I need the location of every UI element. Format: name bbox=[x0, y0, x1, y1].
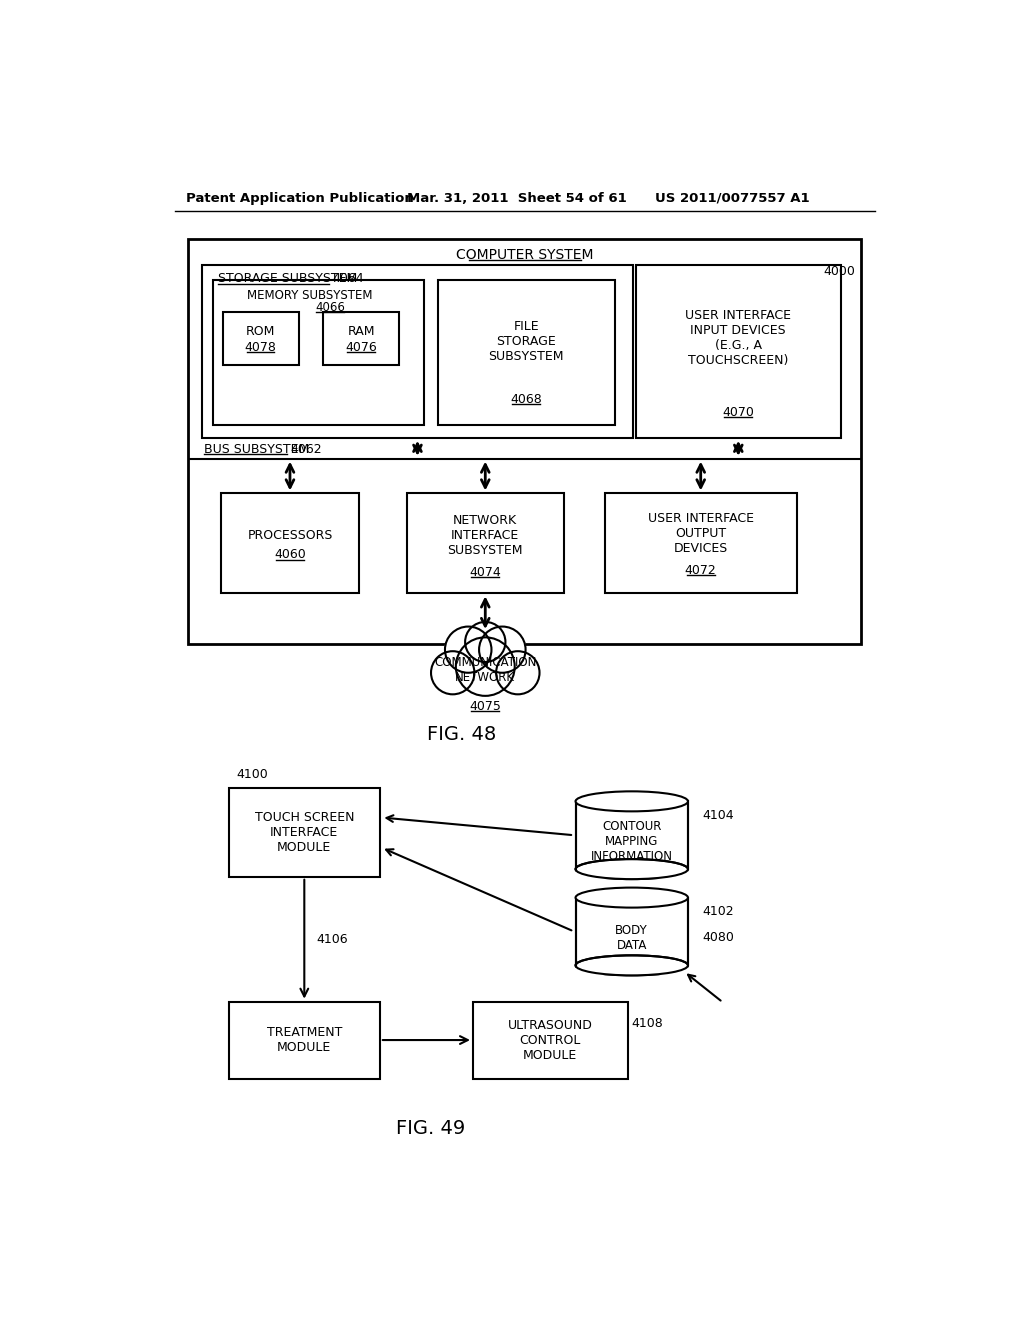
Circle shape bbox=[496, 651, 540, 694]
Circle shape bbox=[465, 622, 506, 663]
Text: Mar. 31, 2011  Sheet 54 of 61: Mar. 31, 2011 Sheet 54 of 61 bbox=[407, 191, 627, 205]
Circle shape bbox=[479, 627, 525, 673]
Bar bbox=[575, 801, 688, 869]
Circle shape bbox=[456, 638, 515, 696]
Text: MEMORY SUBSYSTEM: MEMORY SUBSYSTEM bbox=[247, 289, 372, 302]
Bar bbox=[438, 280, 614, 425]
Text: STORAGE SUBSYSTEM: STORAGE SUBSYSTEM bbox=[218, 272, 357, 285]
Text: ROM: ROM bbox=[246, 325, 275, 338]
Text: 4072: 4072 bbox=[685, 564, 717, 577]
Bar bbox=[203, 264, 633, 438]
Text: PROCESSORS: PROCESSORS bbox=[247, 529, 333, 543]
Text: ULTRASOUND
CONTROL
MODULE: ULTRASOUND CONTROL MODULE bbox=[508, 1019, 593, 1061]
Text: 4070: 4070 bbox=[722, 407, 755, 418]
Bar bbox=[324, 313, 399, 364]
Bar bbox=[213, 280, 424, 425]
Bar bbox=[575, 898, 688, 965]
Ellipse shape bbox=[575, 887, 688, 908]
Text: 4000: 4000 bbox=[823, 265, 855, 279]
Text: RAM: RAM bbox=[347, 325, 375, 338]
Bar bbox=[604, 494, 797, 594]
Bar bbox=[407, 494, 563, 594]
Text: BUS SUBSYSTEM: BUS SUBSYSTEM bbox=[204, 444, 309, 455]
Text: COMMUNICATION
NETWORK: COMMUNICATION NETWORK bbox=[434, 656, 537, 685]
Text: 4078: 4078 bbox=[245, 341, 276, 354]
Text: 4104: 4104 bbox=[701, 809, 733, 822]
Bar bbox=[188, 239, 861, 644]
Text: USER INTERFACE
INPUT DEVICES
(E.G., A
TOUCHSCREEN): USER INTERFACE INPUT DEVICES (E.G., A TO… bbox=[685, 309, 792, 367]
Text: 4064: 4064 bbox=[333, 272, 365, 285]
Bar bbox=[575, 965, 688, 975]
Text: 4074: 4074 bbox=[469, 566, 501, 579]
Bar bbox=[575, 869, 688, 879]
Circle shape bbox=[445, 627, 492, 673]
Text: 4060: 4060 bbox=[274, 548, 306, 561]
Circle shape bbox=[431, 651, 474, 694]
Text: FIG. 48: FIG. 48 bbox=[427, 725, 496, 744]
Text: NETWORK
INTERFACE
SUBSYSTEM: NETWORK INTERFACE SUBSYSTEM bbox=[447, 515, 523, 557]
Text: 4076: 4076 bbox=[345, 341, 377, 354]
Bar bbox=[636, 264, 841, 438]
Text: 4080: 4080 bbox=[701, 931, 734, 944]
Ellipse shape bbox=[575, 859, 688, 879]
Text: US 2011/0077557 A1: US 2011/0077557 A1 bbox=[655, 191, 810, 205]
Text: FIG. 49: FIG. 49 bbox=[395, 1119, 465, 1138]
Text: 4102: 4102 bbox=[701, 906, 733, 917]
Text: TOUCH SCREEN
INTERFACE
MODULE: TOUCH SCREEN INTERFACE MODULE bbox=[255, 810, 354, 854]
Text: Patent Application Publication: Patent Application Publication bbox=[186, 191, 414, 205]
Bar bbox=[222, 313, 299, 364]
Ellipse shape bbox=[575, 956, 688, 975]
Text: 4108: 4108 bbox=[632, 1016, 664, 1030]
Bar bbox=[221, 494, 359, 594]
Text: CONTOUR
MAPPING
INFORMATION: CONTOUR MAPPING INFORMATION bbox=[591, 820, 673, 863]
Text: USER INTERFACE
OUTPUT
DEVICES: USER INTERFACE OUTPUT DEVICES bbox=[648, 512, 754, 554]
Text: 4100: 4100 bbox=[237, 768, 268, 781]
Text: TREATMENT
MODULE: TREATMENT MODULE bbox=[266, 1026, 342, 1055]
Text: FILE
STORAGE
SUBSYSTEM: FILE STORAGE SUBSYSTEM bbox=[488, 321, 564, 363]
Text: 4066: 4066 bbox=[315, 301, 345, 314]
Bar bbox=[473, 1002, 628, 1078]
Text: COMPUTER SYSTEM: COMPUTER SYSTEM bbox=[456, 248, 594, 261]
Text: 4075: 4075 bbox=[469, 700, 501, 713]
Text: 4068: 4068 bbox=[511, 393, 543, 407]
Bar bbox=[228, 1002, 380, 1078]
Text: 4106: 4106 bbox=[316, 933, 347, 945]
Ellipse shape bbox=[575, 792, 688, 812]
Text: 4062: 4062 bbox=[291, 444, 323, 455]
Bar bbox=[228, 788, 380, 876]
Text: BODY
DATA: BODY DATA bbox=[615, 924, 648, 952]
